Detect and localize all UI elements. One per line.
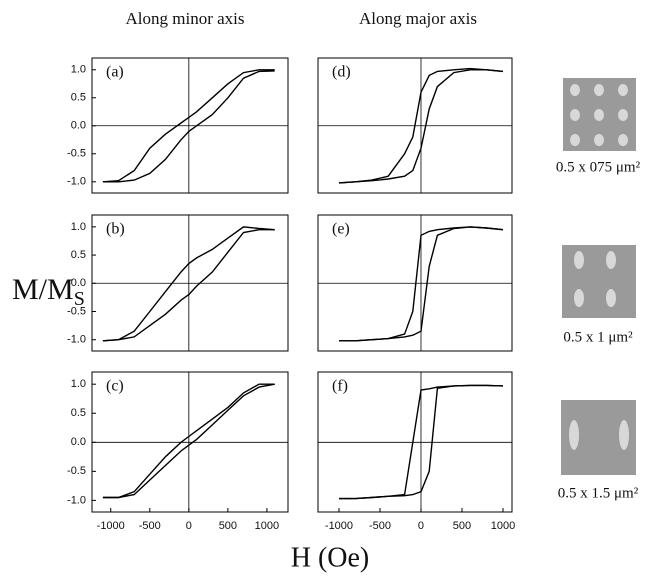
y-tick-label: -0.5 — [67, 465, 86, 477]
loop-branch — [102, 69, 275, 183]
y-tick-label: 1.0 — [71, 64, 86, 76]
panel-label: (b) — [106, 221, 125, 238]
x-tick-label: 1000 — [491, 520, 515, 532]
sample-caption: 0.5 x 075 μm² — [556, 159, 641, 175]
panel: (e) — [317, 214, 513, 352]
x-tick-label: 500 — [219, 520, 237, 532]
y-tick-label: 0.5 — [71, 407, 86, 419]
panel: -1.0 -0.5 0.0 0.5 1.0 (b) — [67, 214, 289, 352]
x-tick-label: -500 — [369, 520, 391, 532]
panel: -1.0 -0.5 0.0 0.5 1.0 -1000 -500 0 500 1000 (c) — [67, 371, 289, 532]
y-tick-label: 0.5 — [71, 249, 86, 261]
panel: (d) — [317, 57, 513, 194]
y-tick-label: 0.0 — [71, 436, 86, 448]
y-tick-label: 1.0 — [71, 221, 86, 233]
loop-branch — [102, 383, 275, 499]
panel: -1000 -500 0 500 1000 (f) — [317, 371, 515, 532]
x-tick-label: 0 — [186, 520, 192, 532]
x-tick-label: -1000 — [97, 520, 125, 532]
panel-label: (c) — [106, 378, 124, 395]
y-tick-label: 0.5 — [71, 92, 86, 104]
panel-label: (e) — [332, 221, 350, 238]
panel: -1.0 -0.5 0.0 0.5 1.0 (a) — [67, 57, 289, 194]
y-tick-label: -0.5 — [67, 148, 86, 160]
y-tick-label: 0.0 — [71, 277, 86, 289]
loop-branch — [102, 226, 275, 342]
loop-branch — [338, 69, 504, 184]
y-tick-label: -0.5 — [67, 305, 86, 317]
panel-label: (a) — [106, 64, 124, 81]
sample-image — [561, 400, 636, 475]
sample-caption: 0.5 x 1 μm² — [563, 329, 633, 345]
loop-branch — [339, 384, 504, 500]
sample-image — [562, 245, 636, 318]
y-label-subscript: S — [74, 288, 85, 310]
y-tick-label: 1.0 — [71, 378, 86, 390]
x-tick-label: 500 — [453, 520, 471, 532]
loop-branch — [102, 70, 275, 183]
column-title: Along minor axis — [126, 9, 245, 28]
y-tick-label: 0.0 — [71, 120, 86, 132]
y-tick-label: -1.0 — [67, 334, 86, 346]
loop-branch — [339, 226, 504, 342]
y-tick-label: -1.0 — [67, 494, 86, 506]
y-tick-label: -1.0 — [67, 176, 86, 188]
loop-branch — [102, 229, 275, 342]
sample-image — [563, 78, 636, 151]
x-tick-label: 0 — [418, 520, 424, 532]
y-label-main: M/M — [12, 273, 74, 306]
panel-label: (d) — [332, 64, 351, 81]
y-axis-label: M/MS — [12, 273, 85, 310]
panel-label: (f) — [332, 378, 348, 395]
column-title: Along major axis — [359, 9, 477, 28]
loop-branch — [102, 383, 275, 499]
x-axis-label: H (Oe) — [291, 542, 370, 573]
sample-caption: 0.5 x 1.5 μm² — [558, 485, 639, 501]
x-tick-label: -1000 — [325, 520, 353, 532]
x-tick-label: 1000 — [255, 520, 279, 532]
x-tick-label: -500 — [139, 520, 161, 532]
